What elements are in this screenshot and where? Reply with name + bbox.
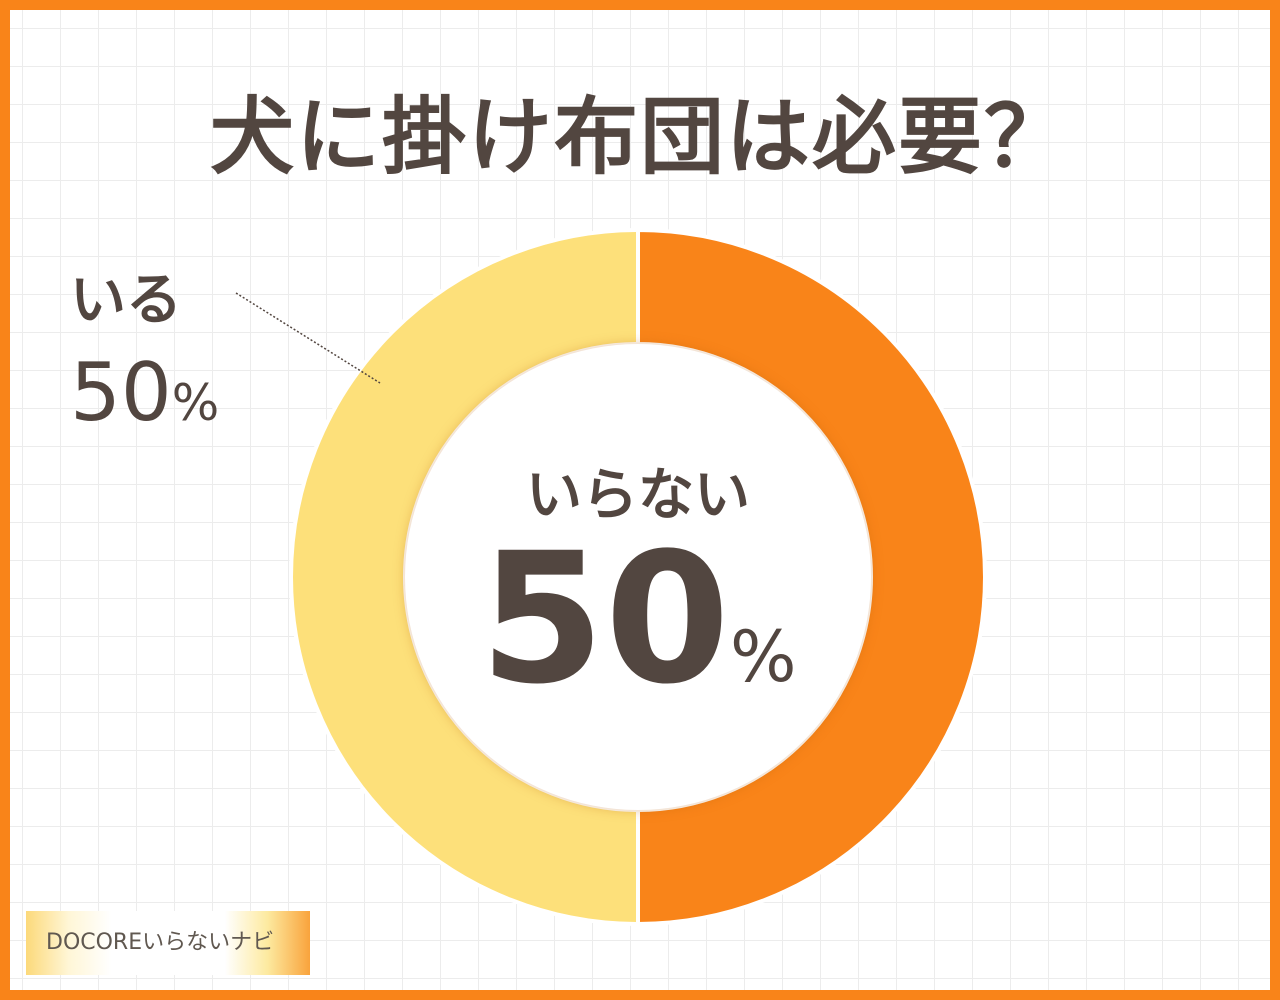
logo: DOCOREいらないナビ [26, 911, 310, 975]
leader-line [235, 292, 381, 384]
label-iru-unit: % [171, 374, 220, 432]
label-iru: いる 50% [70, 255, 219, 439]
label-iranai-value: 50 [479, 515, 730, 724]
label-iru-name: いる [70, 268, 182, 333]
label-iranai-unit: % [729, 616, 797, 698]
donut-hole [405, 344, 871, 810]
label-iranai-pct: 50% [438, 530, 838, 710]
label-iranai-name: いらない [526, 463, 750, 528]
label-iru-value: 50 [70, 346, 172, 439]
chart-title: 犬に掛け布団は必要？ [209, 88, 1070, 186]
